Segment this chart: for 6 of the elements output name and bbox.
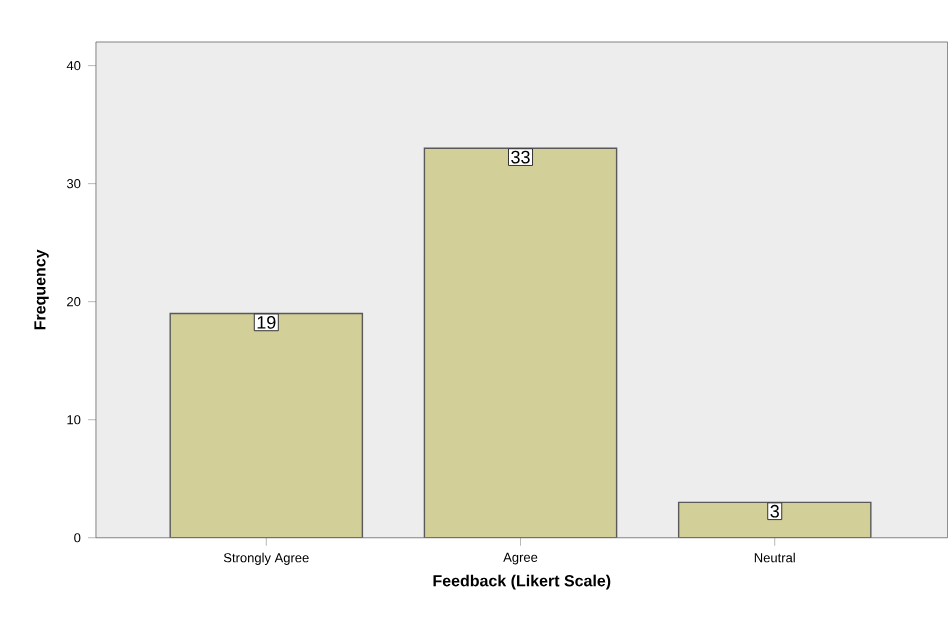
bar bbox=[169, 312, 364, 538]
data-label: 19 bbox=[257, 316, 276, 329]
data-label: 3 bbox=[770, 504, 779, 518]
bar bbox=[677, 501, 872, 538]
data-label: 33 bbox=[511, 150, 530, 164]
bar bbox=[424, 148, 617, 538]
